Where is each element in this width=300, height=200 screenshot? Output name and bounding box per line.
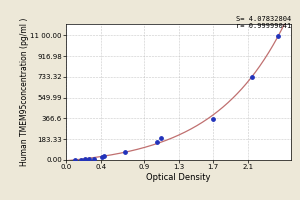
Point [72,158,77,162]
Y-axis label: Human TMEM95concentration (pg/ml ): Human TMEM95concentration (pg/ml ) [20,18,29,166]
Point [86,157,91,161]
Point [276,34,280,37]
Text: S= 4.07832804
r= 0.99999041: S= 4.07832804 r= 0.99999041 [236,16,291,29]
Point [100,155,105,158]
Point [79,158,84,161]
Point [159,136,164,139]
Point [122,150,127,153]
Point [82,158,87,161]
Point [211,117,215,120]
Point [91,157,96,160]
Point [154,140,159,143]
X-axis label: Optical Density: Optical Density [146,173,211,182]
Point [102,154,106,157]
Point [250,75,254,79]
